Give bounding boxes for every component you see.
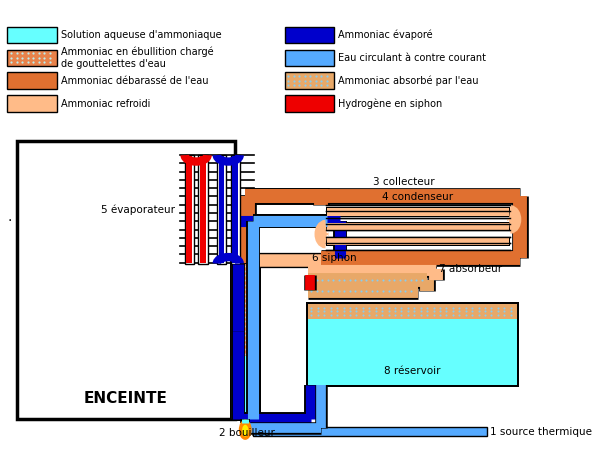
Bar [308,304,517,385]
Bar [200,156,206,263]
Bar [7,26,57,43]
Text: Ammoniac débarassé de l'eau: Ammoniac débarassé de l'eau [61,76,208,86]
Text: 4 condenseur: 4 condenseur [382,192,454,202]
Bar [285,96,334,112]
Text: 7 absorbeur: 7 absorbeur [439,264,502,274]
Bar [7,96,57,112]
Text: Ammoniac évaporé: Ammoniac évaporé [338,30,433,40]
Bar [285,73,334,89]
Bar [326,237,510,246]
Text: 1 source thermique: 1 source thermique [490,427,592,437]
Text: ENCEINTE: ENCEINTE [84,391,168,406]
Bar [17,141,235,419]
Bar [232,156,238,263]
Bar [218,156,224,263]
Bar [185,155,194,263]
Text: 5 évaporateur: 5 évaporateur [101,204,175,215]
Bar [285,26,334,43]
Text: 6 siphon: 6 siphon [312,252,357,263]
Text: Ammoniac en ébullition chargé
de gouttelettes d'eau: Ammoniac en ébullition chargé de gouttel… [61,47,213,69]
Bar [232,263,259,356]
Bar [326,222,510,231]
Bar [7,73,57,89]
Ellipse shape [239,420,251,440]
Text: 8 réservoir: 8 réservoir [384,366,440,376]
Bar [306,302,519,387]
Text: Ammoniac refroidi: Ammoniac refroidi [61,99,150,109]
Bar [217,155,226,263]
Text: Hydrogène en siphon: Hydrogène en siphon [338,98,442,109]
Text: ·: · [7,214,12,228]
Bar [232,356,259,419]
Bar [230,155,240,263]
Bar [327,223,509,230]
Bar [327,238,509,245]
Bar [7,49,57,66]
Bar [253,427,487,436]
Bar [285,49,334,66]
Bar [327,208,509,216]
Bar [199,155,208,263]
Bar [187,156,192,263]
Text: 3 collecteur: 3 collecteur [373,177,435,187]
Text: Eau circulant à contre courant: Eau circulant à contre courant [338,53,486,63]
Text: 2 bouilleur: 2 bouilleur [219,428,275,438]
Bar [326,208,510,217]
Bar [230,261,261,421]
Ellipse shape [242,425,248,437]
Bar [308,304,517,318]
Text: Ammoniac absorbé par l'eau: Ammoniac absorbé par l'eau [338,75,479,86]
Text: Solution aqueuse d'ammoniaque: Solution aqueuse d'ammoniaque [61,30,221,40]
